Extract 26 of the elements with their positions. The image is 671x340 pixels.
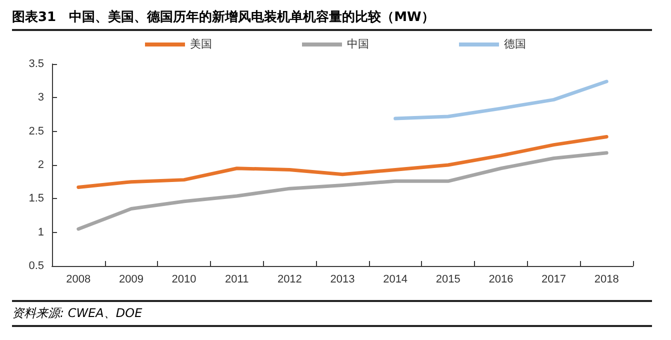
- y-tick-label: 3.5: [28, 58, 44, 70]
- x-tick-label: 2014: [383, 274, 408, 286]
- legend-label: 美国: [190, 38, 212, 50]
- legend-label: 德国: [504, 38, 526, 50]
- x-tick-label: 2011: [225, 274, 249, 286]
- legend-label: 中国: [347, 38, 369, 50]
- y-tick-label: 2.5: [28, 125, 44, 138]
- line-series: [76, 134, 608, 189]
- x-tick-label: 2013: [330, 274, 355, 286]
- y-tick-label: 3: [38, 92, 44, 104]
- text: 资料来源: CWEA、DOE: [12, 300, 652, 327]
- x-tick-label: 2017: [542, 274, 566, 286]
- chart-title: 图表31 中国、美国、德国历年的新增风电装机单机容量的比较（MW）: [12, 8, 652, 31]
- line-series: [394, 80, 608, 120]
- x-tick-label: 2018: [594, 274, 619, 286]
- x-tick-label: 2008: [66, 274, 91, 286]
- y-tick-label: 2: [38, 159, 44, 171]
- y-tick-label: 0.5: [28, 260, 44, 272]
- x-tick-label: 2009: [118, 274, 144, 286]
- y-tick-label: 1: [38, 226, 44, 238]
- x-tick-label: 2012: [277, 274, 302, 286]
- y-tick-label: 1.5: [28, 192, 44, 205]
- x-tick-label: 2016: [488, 274, 514, 286]
- x-tick-label: 2015: [436, 274, 460, 286]
- x-tick-label: 2010: [172, 274, 196, 286]
- line-series: [76, 151, 608, 231]
